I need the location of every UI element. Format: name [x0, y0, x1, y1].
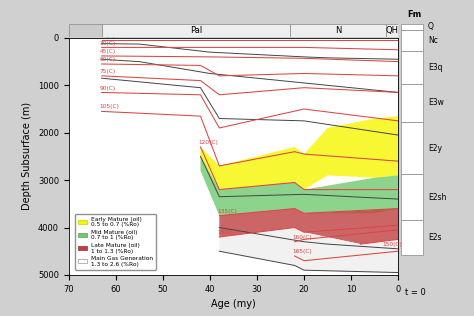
Polygon shape [219, 228, 398, 273]
Bar [290, 24, 386, 37]
Text: 105(C): 105(C) [100, 105, 119, 110]
Bar [101, 24, 290, 37]
Text: 60(C): 60(C) [100, 57, 116, 62]
Text: E3w: E3w [428, 98, 444, 107]
Bar [401, 30, 423, 51]
Text: E2s: E2s [428, 233, 441, 242]
Bar [69, 24, 102, 37]
Text: 165(C): 165(C) [293, 249, 312, 254]
Text: 150(C): 150(C) [218, 230, 237, 235]
Text: 150(C): 150(C) [382, 242, 402, 247]
Text: 45(C): 45(C) [100, 49, 116, 54]
Text: Nc: Nc [428, 36, 438, 45]
Bar [401, 122, 423, 174]
Polygon shape [201, 116, 398, 190]
X-axis label: Age (my): Age (my) [211, 299, 256, 309]
Text: 30(C): 30(C) [100, 40, 116, 46]
Text: 135(C): 135(C) [218, 209, 237, 214]
Text: Fm: Fm [408, 10, 422, 19]
Text: t = 0: t = 0 [405, 289, 426, 297]
Text: 160(C): 160(C) [293, 235, 312, 240]
Bar [401, 24, 423, 30]
Text: E2sh: E2sh [428, 192, 447, 202]
Text: QH: QH [385, 26, 399, 35]
Text: E2y: E2y [428, 143, 442, 153]
Polygon shape [219, 209, 398, 244]
Text: Q: Q [428, 22, 434, 31]
Text: Pal: Pal [190, 26, 202, 35]
Bar [386, 24, 398, 37]
Bar [401, 51, 423, 84]
Bar [401, 220, 423, 255]
Legend: Early Mature (oil)
0.5 to 0.7 (%Ro), Mid Mature (oil)
0.7 to 1 (%Ro), Late Matur: Early Mature (oil) 0.5 to 0.7 (%Ro), Mid… [75, 214, 156, 270]
Y-axis label: Depth Subsurface (m): Depth Subsurface (m) [22, 102, 32, 210]
Bar [401, 174, 423, 220]
Text: 15(C): 15(C) [100, 33, 116, 39]
Text: 75(C): 75(C) [100, 69, 116, 74]
Bar [401, 84, 423, 122]
Text: N: N [335, 26, 341, 35]
Text: 90(C): 90(C) [100, 86, 116, 91]
Polygon shape [201, 156, 398, 216]
Text: E3q: E3q [428, 63, 442, 72]
Text: 120(C): 120(C) [199, 140, 219, 145]
